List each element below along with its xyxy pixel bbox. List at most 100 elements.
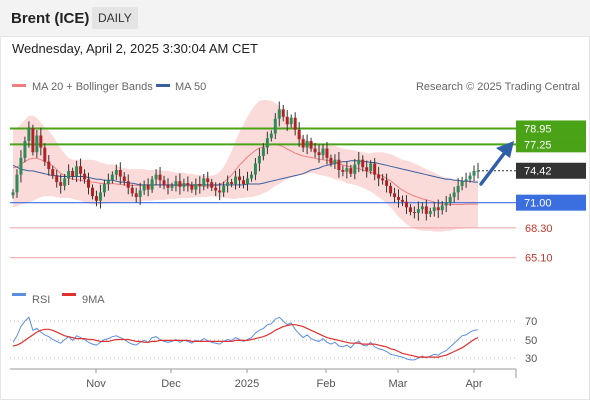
candle-body xyxy=(182,183,186,187)
candle-body xyxy=(472,170,476,176)
candle-body xyxy=(440,205,444,211)
candle-body xyxy=(226,182,230,186)
rsi-ma-legend-swatch xyxy=(62,293,76,296)
rsi-legend-swatch xyxy=(12,293,26,296)
candle-body xyxy=(257,156,261,164)
support-label-box xyxy=(516,194,586,211)
candle-body xyxy=(432,207,436,212)
candle-body xyxy=(408,207,412,212)
candle-body xyxy=(23,141,27,158)
candle-body xyxy=(27,128,31,142)
candle-body xyxy=(158,174,162,181)
ma50-legend-swatch xyxy=(156,84,170,87)
candle-body xyxy=(67,170,71,179)
candle-body xyxy=(436,207,440,211)
candle-body xyxy=(337,159,341,170)
candle-body xyxy=(126,181,130,188)
current-price-label: 74.42 xyxy=(524,166,552,178)
candle-body xyxy=(130,187,134,194)
resistance-label-box xyxy=(516,120,586,137)
price-candles xyxy=(11,101,480,221)
candle-body xyxy=(210,182,214,188)
candle-body xyxy=(397,197,401,200)
candle-body xyxy=(297,129,301,140)
x-tick-label: Dec xyxy=(161,378,181,390)
candle-body xyxy=(218,190,222,193)
rsi-ma-legend-label: 9MA xyxy=(82,294,105,306)
x-tick-label: Nov xyxy=(86,378,106,390)
x-tick-label: Apr xyxy=(465,378,482,390)
candle-body xyxy=(400,199,404,202)
chart-header: Brent (ICE) DAILY xyxy=(0,0,590,37)
candle-body xyxy=(79,166,83,174)
minor-support-label: 68.30 xyxy=(525,223,553,235)
candle-body xyxy=(428,211,432,214)
candle-body xyxy=(456,185,460,193)
rsi-tick-label: 50 xyxy=(525,335,537,347)
rsi-gridlines: 70 50 30 xyxy=(10,316,537,365)
candle-body xyxy=(222,185,226,193)
candle-body xyxy=(273,118,277,134)
bollinger-band-area xyxy=(13,100,478,232)
candle-body xyxy=(90,187,94,197)
rsi-tick-label: 70 xyxy=(525,316,537,328)
candle-body xyxy=(289,117,293,125)
moving-averages xyxy=(12,143,478,205)
candle-body xyxy=(11,192,15,196)
resistance-label-box xyxy=(516,136,586,153)
candle-body xyxy=(102,184,106,193)
candle-body xyxy=(83,173,87,180)
current-price-box xyxy=(516,162,586,179)
candle-body xyxy=(230,182,234,184)
bollinger-band xyxy=(13,100,478,232)
candle-body xyxy=(424,206,428,214)
candle-body xyxy=(122,176,126,182)
x-tick-label: Mar xyxy=(389,378,408,390)
candle-body xyxy=(214,187,218,191)
candle-body xyxy=(333,159,337,164)
candle-body xyxy=(444,202,448,206)
ma50-legend-label: MA 50 xyxy=(175,81,206,93)
candle-body xyxy=(393,193,397,198)
resistance-label: 77.25 xyxy=(524,139,552,151)
research-credit: Research © 2025 Trading Central xyxy=(416,81,580,93)
candle-body xyxy=(416,209,420,213)
candle-body xyxy=(106,180,110,184)
candle-body xyxy=(47,161,51,170)
x-tick-label: Feb xyxy=(317,378,336,390)
ma20-line xyxy=(12,143,478,205)
candle-body xyxy=(261,147,265,156)
candle-body xyxy=(468,175,472,180)
candle-body xyxy=(249,174,253,179)
candle-body xyxy=(285,116,289,125)
instrument-title: Brent (ICE) xyxy=(11,10,90,27)
candle-body xyxy=(43,147,47,162)
resistance-label: 78.95 xyxy=(524,123,552,135)
candle-body xyxy=(206,178,210,183)
candle-body xyxy=(464,179,468,182)
candle-body xyxy=(178,181,182,187)
candle-body xyxy=(341,170,345,172)
candle-body xyxy=(63,178,67,186)
interval-badge[interactable]: DAILY xyxy=(92,7,138,29)
candle-body xyxy=(420,206,424,210)
candle-body xyxy=(170,185,174,188)
candle-body xyxy=(35,135,39,153)
candle-body xyxy=(31,128,35,153)
candle-body xyxy=(385,180,389,186)
candle-body xyxy=(238,176,242,181)
candle-body xyxy=(412,212,416,213)
candle-body xyxy=(460,181,464,186)
candle-body xyxy=(242,180,246,184)
candle-body xyxy=(329,157,333,164)
candle-body xyxy=(19,157,23,175)
candle-body xyxy=(71,170,75,177)
forecast-arrow xyxy=(479,141,514,186)
candle-body xyxy=(389,185,393,194)
candle-body xyxy=(277,109,281,119)
candle-body xyxy=(51,169,55,176)
candle-body xyxy=(75,166,79,177)
candle-body xyxy=(353,164,357,174)
x-tick-label: 2025 xyxy=(235,378,259,390)
candle-body xyxy=(134,193,138,198)
